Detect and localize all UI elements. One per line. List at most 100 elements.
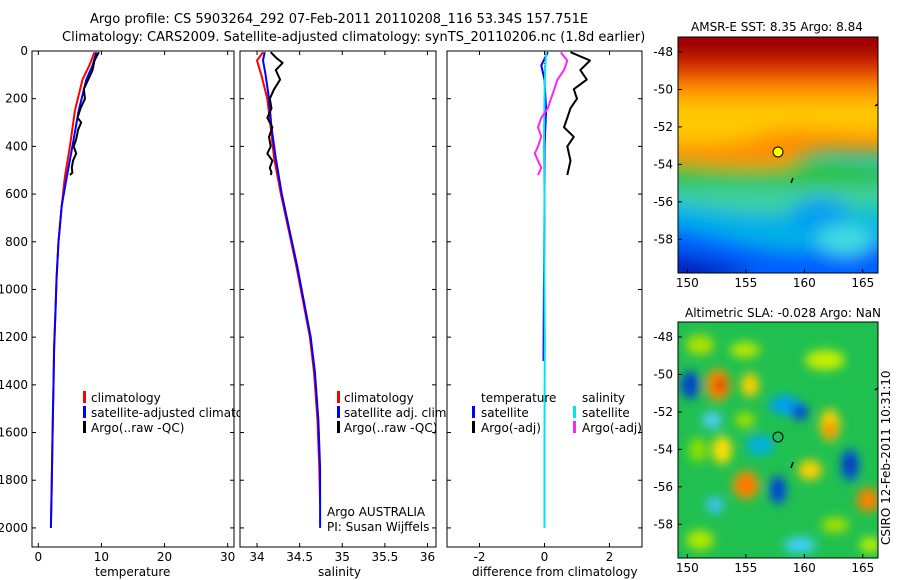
sst-argo-marker xyxy=(772,146,784,158)
sst-heatmap xyxy=(678,37,878,273)
xtick-label: 36 xyxy=(420,550,435,564)
map-xtick-label: 165 xyxy=(851,276,874,290)
legend-label-salinity-argo: Argo(-adj) xyxy=(582,421,642,435)
salinity-ticks: 34 34.5 35 35.5 36 xyxy=(240,50,436,564)
legend-label-satellite: satellite-adjusted climatology xyxy=(91,406,269,420)
map-xtick-label: 150 xyxy=(676,276,699,290)
map-ytick-label: -58 xyxy=(653,232,673,246)
sla-map-frame xyxy=(677,321,879,559)
ytick-label: 1400 xyxy=(0,378,28,392)
legend-swatch-argo xyxy=(337,421,340,433)
xtick-label: 35.5 xyxy=(372,550,399,564)
figure-title-line1: Argo profile: CS 5903264_292 07-Feb-2011… xyxy=(90,12,588,27)
xtick-label: 34.5 xyxy=(286,550,313,564)
ytick-label: 600 xyxy=(5,187,28,201)
legend-label-satellite: satellite adj. clim. xyxy=(344,406,450,420)
map-xtick-label: 165 xyxy=(851,561,874,575)
map-xtick-label: 150 xyxy=(676,561,699,575)
map-ytick-label: -54 xyxy=(653,442,673,456)
ytick-label: 800 xyxy=(5,235,28,249)
map-ytick-label: -54 xyxy=(653,157,673,171)
series-line-argo-raw-qc xyxy=(69,51,100,176)
ytick-label: 400 xyxy=(5,139,28,153)
xtick-label: 35 xyxy=(335,550,350,564)
legend-heading-salinity: salinity xyxy=(582,391,625,405)
ytick-label: 0 xyxy=(20,44,28,58)
ytick-label: 1200 xyxy=(0,330,28,344)
sst-map-frame xyxy=(677,36,879,274)
salinity-series xyxy=(256,51,322,528)
legend-swatch-salinity-satellite xyxy=(573,406,576,418)
xtick-label: 10 xyxy=(94,550,109,564)
ytick-label: 2000 xyxy=(0,521,28,535)
xtick-label: -2 xyxy=(474,550,486,564)
map-xtick-label: 155 xyxy=(734,561,757,575)
series-line-satellite-adjusted-climatology xyxy=(49,51,98,528)
sst-map-title: AMSR-E SST: 8.35 Argo: 8.84 xyxy=(691,20,863,34)
legend-label-argo: Argo(..raw -QC) xyxy=(344,421,437,435)
xtick-label: 34 xyxy=(249,550,264,564)
legend-swatch-temperature-satellite xyxy=(472,406,475,418)
legend-swatch-climatology xyxy=(83,391,86,403)
temperature-ticks: 0 200 400 600 800 1000 1200 1400 1600 1800 2000 0 10… xyxy=(0,44,235,564)
map-ytick-label: -50 xyxy=(653,367,673,381)
legend-heading-temperature: temperature xyxy=(481,391,556,405)
salinity-legend: climatology satellite adj. clim. Argo(..… xyxy=(337,391,450,435)
legend-swatch-argo xyxy=(83,421,86,433)
sla-float-track xyxy=(790,461,794,469)
legend-swatch-satellite xyxy=(83,406,86,418)
ytick-label: 1600 xyxy=(0,426,28,440)
salinity-xlabel: salinity xyxy=(318,565,361,579)
legend-label-temperature-satellite: satellite xyxy=(481,406,529,420)
temperature-axes-frame xyxy=(31,50,235,548)
map-ytick-label: -56 xyxy=(653,195,673,209)
difference-legend-temperature: temperature satellite Argo(-adj) xyxy=(472,391,556,435)
legend-swatch-temperature-argo xyxy=(472,421,475,433)
series-line-salinity-argo-adj xyxy=(533,51,569,176)
legend-swatch-salinity-argo xyxy=(573,421,576,433)
map-xtick-label: 160 xyxy=(793,561,816,575)
difference-legend-salinity: salinity satellite Argo(-adj) xyxy=(573,391,642,435)
legend-label-climatology: climatology xyxy=(91,391,161,405)
sla-argo-marker xyxy=(772,431,784,443)
xtick-label: 20 xyxy=(157,550,172,564)
map-ytick-label: -58 xyxy=(653,517,673,531)
salinity-annotation-pi: PI: Susan Wijffels xyxy=(327,520,429,534)
map-xtick-label: 155 xyxy=(734,276,757,290)
difference-xlabel: difference from climatology xyxy=(472,565,638,579)
difference-series xyxy=(533,51,591,528)
sla-heatmap xyxy=(678,322,878,558)
temperature-legend: climatology satellite-adjusted climatolo… xyxy=(83,391,269,435)
sst-float-track xyxy=(790,177,794,184)
legend-label-climatology: climatology xyxy=(344,391,414,405)
series-line-argo-raw-qc xyxy=(266,51,284,176)
series-line-satellite-adj-clim xyxy=(262,51,322,528)
temperature-panel: 0 200 400 600 800 1000 1200 1400 1600 1800 2000 0 10… xyxy=(0,44,269,579)
map-ytick-label: -52 xyxy=(653,120,673,134)
map-ytick-label: -56 xyxy=(653,480,673,494)
xtick-label: 0 xyxy=(541,550,549,564)
map-ytick-label: -48 xyxy=(653,45,673,59)
difference-ticks: -2 0 2 xyxy=(447,50,642,564)
map-ytick-label: -52 xyxy=(653,405,673,419)
legend-label-salinity-satellite: satellite xyxy=(582,406,630,420)
ytick-label: 1800 xyxy=(0,473,28,487)
map-ytick-label: -48 xyxy=(653,330,673,344)
sla-map-ticks: 150 155 160 165 -48 -50 -52 -54 -56 -58 xyxy=(653,330,874,575)
sst-map-ticks: 150 155 160 165 -48 -50 -52 -54 -56 -58 xyxy=(653,45,874,290)
ytick-label: 1000 xyxy=(0,282,28,296)
legend-label-temperature-argo: Argo(-adj) xyxy=(481,421,541,435)
salinity-axes-frame xyxy=(239,50,437,548)
legend-label-argo: Argo(..raw -QC) xyxy=(91,421,184,435)
temperature-xlabel: temperature xyxy=(95,565,170,579)
sla-map-title: Altimetric SLA: -0.028 Argo: NaN xyxy=(685,306,881,320)
legend-swatch-climatology xyxy=(337,391,340,403)
xtick-label: 30 xyxy=(220,550,235,564)
sla-map-panel: Altimetric SLA: -0.028 Argo: NaN xyxy=(653,306,881,575)
xtick-label: 0 xyxy=(34,550,42,564)
salinity-panel: 34 34.5 35 35.5 36 salinity climatology sate… xyxy=(239,50,450,579)
map-ytick-label: -50 xyxy=(653,82,673,96)
legend-swatch-satellite xyxy=(337,406,340,418)
map-xtick-label: 160 xyxy=(793,276,816,290)
